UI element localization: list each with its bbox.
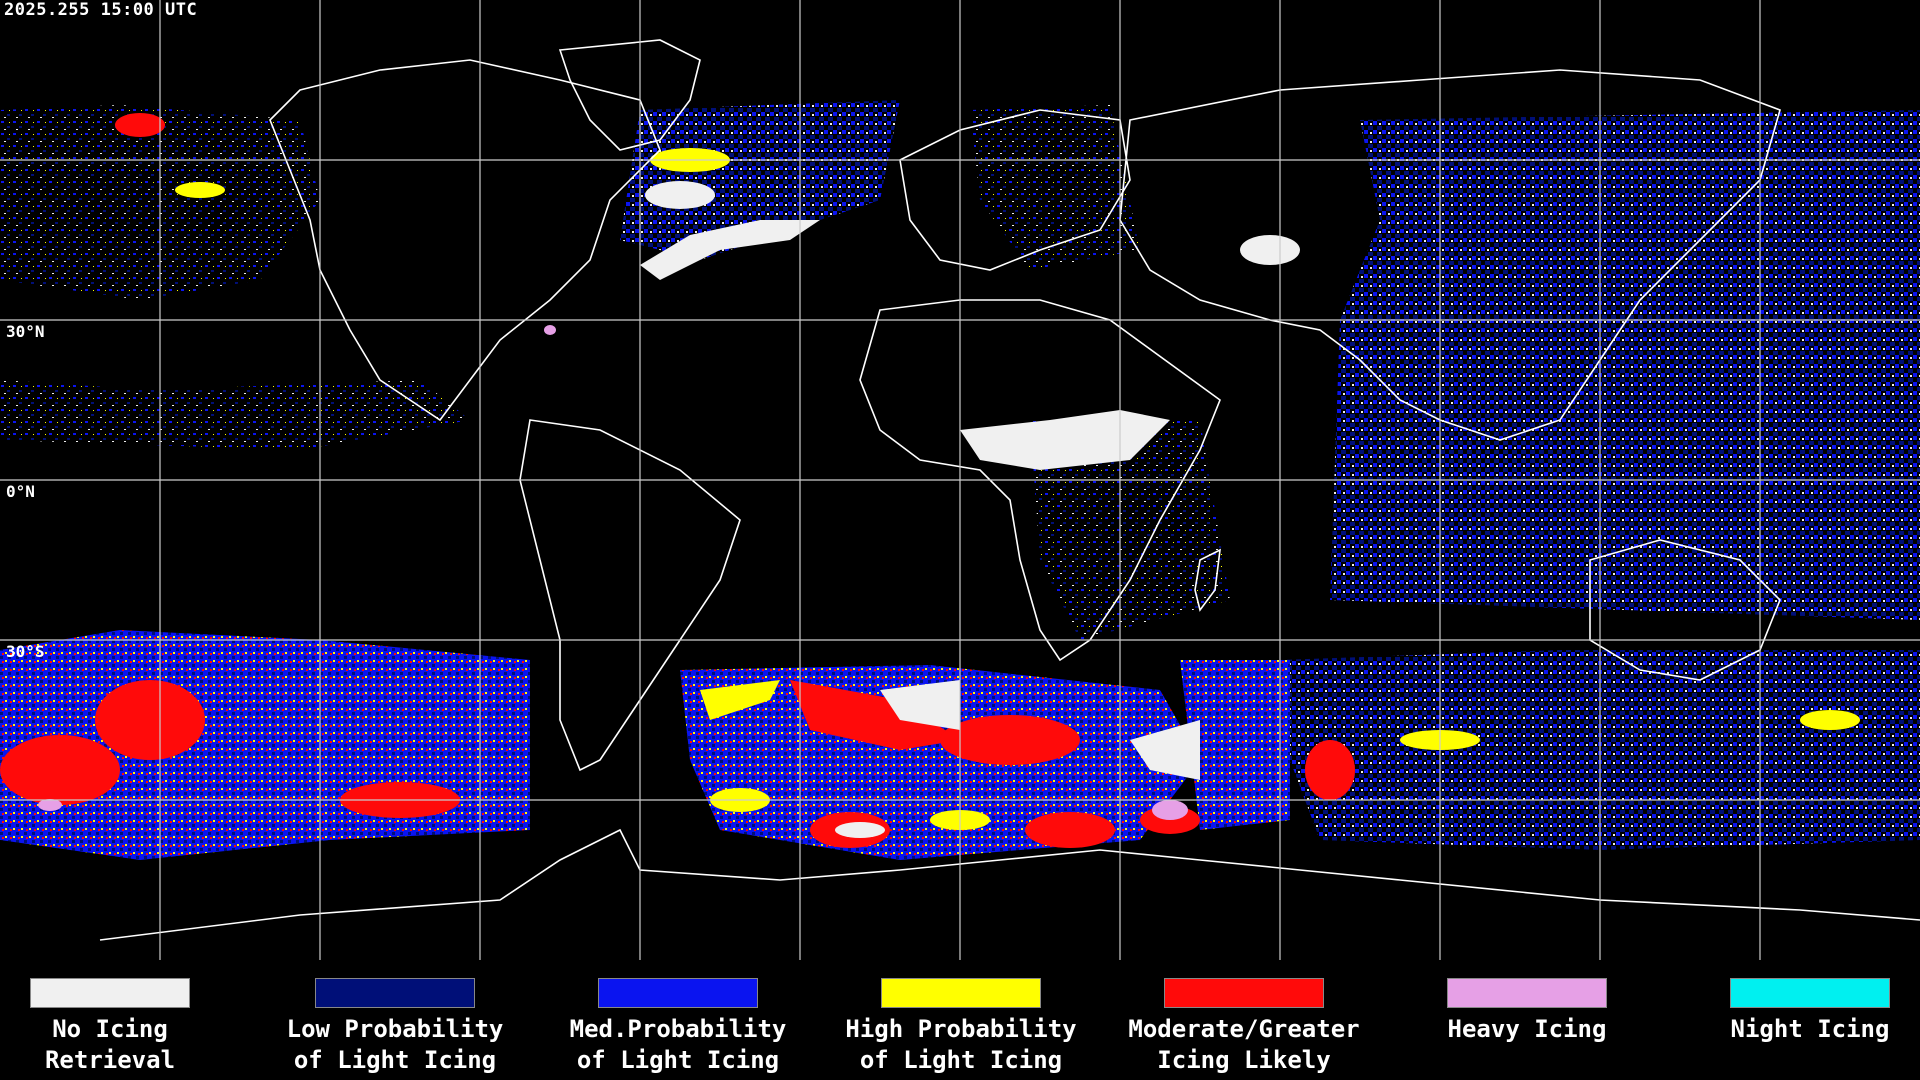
high-probability-patch (175, 182, 225, 198)
legend-label-line1: High Probability (845, 1015, 1077, 1043)
coastline-south-america (519, 419, 741, 772)
coastline-antarctica (99, 828, 1920, 941)
legend-swatch-night-icing (1730, 978, 1890, 1008)
no-icing-patch (960, 410, 1170, 470)
legend: No Icing Retrieval Low Probability of Li… (0, 960, 1920, 1080)
lat-label-0n: 0°N (6, 482, 35, 501)
coastline-greenland (558, 39, 701, 151)
moderate-patch (1305, 740, 1355, 800)
moderate-patch (115, 113, 165, 137)
legend-item-night-icing: Night Icing (1690, 978, 1920, 1045)
high-probability-patch (1800, 710, 1860, 730)
legend-label-line1: Med.Probability (569, 1015, 787, 1043)
legend-swatch-no-icing (30, 978, 190, 1008)
legend-label-line2: of Light Icing (859, 1046, 1063, 1074)
timestamp-label: 2025.255 15:00 UTC (4, 0, 198, 20)
moderate-patch (95, 680, 205, 760)
lat-label-30s: 30°S (6, 642, 45, 661)
no-icing-patch (1130, 720, 1200, 780)
no-icing-patch (640, 220, 820, 280)
legend-label-line2: Retrieval (44, 1046, 176, 1074)
legend-swatch-high-probability (881, 978, 1041, 1008)
icing-region-europe (970, 105, 1140, 270)
heavy-icing-patch (1152, 800, 1188, 820)
no-icing-patch (880, 680, 960, 730)
coastline-asia (1119, 69, 1781, 441)
icing-region-north-atlantic (620, 100, 900, 260)
legend-item-moderate-greater: Moderate/Greater Icing Likely (1124, 978, 1364, 1076)
legend-label-line1: Heavy Icing (1447, 1015, 1607, 1043)
legend-swatch-low-probability (315, 978, 475, 1008)
heavy-icing-patch (544, 325, 556, 335)
icing-region-east-asia (1330, 110, 1920, 620)
icing-region-south-indian-2 (1180, 660, 1290, 830)
moderate-patch (790, 680, 960, 750)
legend-label-line1: Low Probability (286, 1015, 504, 1043)
legend-item-low-probability: Low Probability of Light Icing (275, 978, 515, 1076)
no-icing-patch (1240, 235, 1300, 265)
coastline-africa (859, 299, 1221, 662)
legend-item-heavy-icing: Heavy Icing (1407, 978, 1647, 1045)
coastline-europe (899, 109, 1131, 271)
heavy-icing-patch (38, 799, 62, 811)
icing-region-central-africa (1030, 420, 1230, 640)
legend-label-line1: Night Icing (1730, 1015, 1890, 1043)
moderate-patch (1025, 812, 1115, 848)
moderate-patch (940, 715, 1080, 765)
no-icing-retrieval-patches (640, 181, 1300, 838)
legend-label-line1: No Icing (52, 1015, 168, 1043)
legend-label-line2: of Light Icing (293, 1046, 497, 1074)
legend-label-line2: Icing Likely (1157, 1046, 1331, 1074)
coastline-north-america (269, 59, 661, 422)
moderate-patch (0, 735, 120, 805)
coastline-madagascar (1194, 548, 1221, 612)
legend-label-line1: Moderate/Greater (1128, 1015, 1360, 1043)
icing-map (0, 0, 1920, 960)
legend-item-high-probability: High Probability of Light Icing (841, 978, 1081, 1076)
no-icing-patch (645, 181, 715, 209)
legend-swatch-med-probability (598, 978, 758, 1008)
legend-label-line2: of Light Icing (576, 1046, 780, 1074)
heavy-icing-patches (38, 325, 1188, 820)
icing-region-tropical-pacific (0, 380, 470, 450)
legend-item-no-icing: No Icing Retrieval (0, 978, 230, 1076)
legend-item-med-probability: Med.Probability of Light Icing (558, 978, 798, 1076)
legend-swatch-moderate-greater (1164, 978, 1324, 1008)
legend-swatch-heavy-icing (1447, 978, 1607, 1008)
no-icing-patch (835, 822, 885, 838)
lat-label-30n: 30°N (6, 322, 45, 341)
high-probability-patch (700, 680, 780, 720)
graticule (0, 0, 1920, 960)
